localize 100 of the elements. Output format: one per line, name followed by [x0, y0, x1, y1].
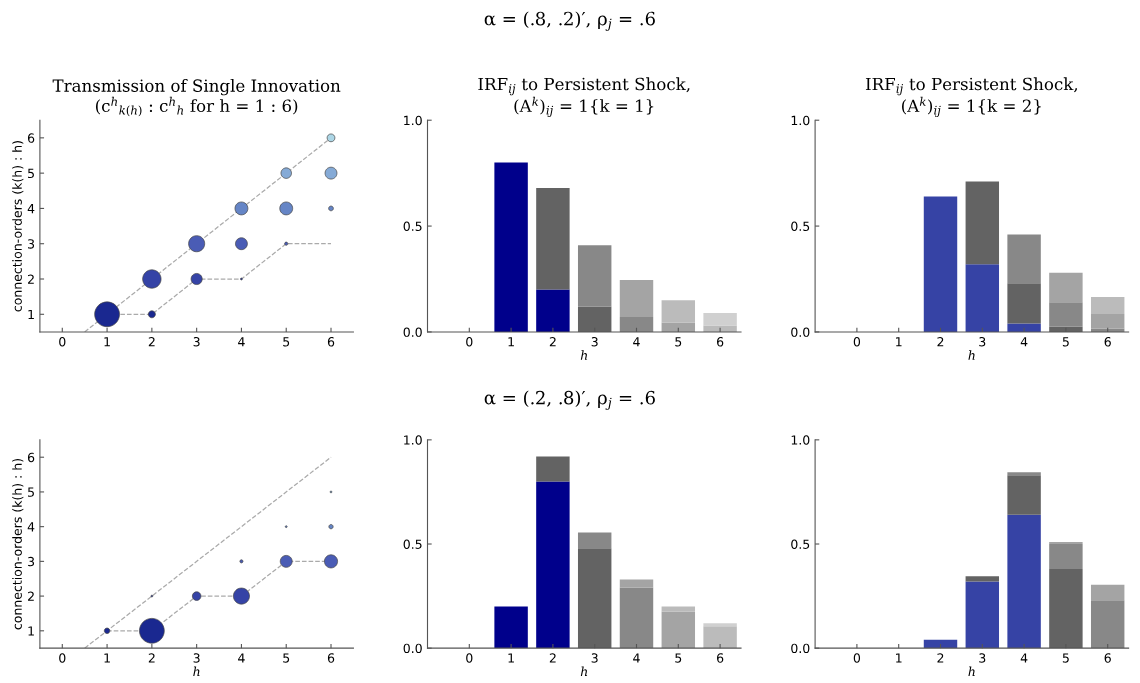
y-tick-label: 6	[27, 452, 35, 463]
y-tick-label: 5	[28, 487, 34, 497]
x-tick-label: 6	[1104, 337, 1111, 347]
chart-title: IRF$_{ij}$ to Persistent Shock, (A$^{k}$)$_{ij}$ = 1{k = 2}	[865, 77, 1078, 117]
x-tick-label: 2	[148, 337, 155, 347]
x-tick-label: 1	[508, 653, 514, 663]
x-tick-label: 0	[59, 653, 66, 663]
y-axis-title: connection-orders (k(h) : h)	[12, 458, 24, 630]
x-tick-label: 1	[508, 337, 514, 347]
y-tick-label: 1.0	[791, 435, 810, 445]
bar	[1007, 475, 1041, 515]
y-tick-label: 0.5	[791, 539, 810, 549]
x-tick-label: 6	[327, 337, 335, 347]
bar	[703, 312, 737, 326]
y-tick-label: 0.0	[791, 327, 810, 337]
y-tick-label: 3	[28, 239, 35, 249]
x-tick-label: 5	[1062, 337, 1069, 347]
y-tick-label: 1	[28, 309, 34, 320]
x-tick-label: 5	[675, 653, 682, 663]
bar	[661, 606, 696, 612]
x-tick-label: 2	[549, 653, 556, 663]
y-tick-label: 0.0	[403, 643, 422, 654]
bar	[1007, 234, 1041, 284]
x-tick-label: 1	[896, 337, 902, 347]
y-tick-label: 2	[28, 274, 34, 284]
x-tick-label: 3	[193, 653, 200, 663]
x-tick-label: 6	[1104, 653, 1111, 663]
bar	[1049, 541, 1083, 545]
bar	[577, 532, 612, 549]
y-tick-label: 3	[28, 556, 35, 567]
bar	[703, 623, 737, 627]
bar	[965, 264, 1000, 332]
bar	[965, 576, 1000, 582]
chart-title: IRF$_{ij}$ to Persistent Shock, (A$^{k}$)$_{ij}$ = 1{k = 1}	[478, 77, 690, 117]
x-axis-title: h	[580, 350, 588, 360]
bar	[494, 162, 528, 332]
y-tick-label: 0.5	[791, 221, 810, 231]
y-tick-label: 6	[27, 133, 35, 143]
y-tick-label: 4	[27, 204, 35, 214]
x-tick-label: 3	[979, 653, 986, 663]
x-tick-label: 5	[283, 653, 290, 663]
y-tick-label: 5	[28, 168, 34, 179]
y-tick-label: 0.0	[403, 327, 422, 337]
x-axis-title: h	[193, 666, 200, 677]
x-tick-label: 3	[979, 337, 986, 347]
x-tick-label: 2	[148, 653, 155, 663]
y-tick-label: 0.5	[403, 539, 422, 549]
x-tick-label: 0	[466, 653, 473, 663]
y-tick-label: 1	[28, 626, 34, 636]
bar	[536, 187, 570, 290]
chart-subtitle: α = (.8, .2)′, ρ$_{j}$ = .6	[484, 11, 655, 31]
y-tick-label: 0.5	[403, 221, 422, 231]
bar	[619, 280, 654, 318]
x-tick-label: 1	[896, 653, 902, 663]
bar	[965, 581, 1000, 649]
y-tick-label: 1.0	[404, 435, 422, 445]
bar	[1007, 283, 1041, 324]
x-axis-title: h	[968, 666, 975, 677]
x-tick-label: 2	[549, 337, 556, 347]
bar	[1090, 297, 1125, 314]
bar	[661, 300, 696, 323]
chart-title: Transmission of Single Innovation (c$^{h}$$_{k(h)}$ : c$^{h}$$_{h}$ for h = 1 : 6)	[52, 79, 341, 117]
x-tick-label: 6	[327, 653, 335, 663]
bar	[1007, 472, 1041, 476]
x-tick-label: 1	[104, 337, 110, 347]
bar	[619, 579, 654, 588]
y-tick-label: 2	[28, 591, 34, 601]
x-tick-label: 3	[591, 337, 598, 347]
x-tick-label: 0	[59, 337, 66, 347]
x-tick-label: 0	[853, 653, 861, 663]
bar	[923, 639, 958, 649]
x-tick-label: 5	[1062, 653, 1069, 663]
bar	[536, 481, 570, 649]
bar	[1007, 323, 1041, 332]
y-axis-title: connection-orders (k(h) : h)	[12, 141, 24, 312]
bar	[1007, 514, 1041, 649]
x-tick-label: 0	[853, 337, 861, 347]
x-tick-label: 1	[104, 653, 110, 663]
x-tick-label: 5	[675, 337, 682, 347]
y-tick-label: 1.0	[791, 115, 810, 126]
x-axis-title: h	[968, 350, 975, 360]
x-tick-label: 6	[717, 337, 724, 347]
x-tick-label: 4	[1020, 337, 1028, 347]
x-tick-label: 4	[238, 653, 245, 663]
bar	[1049, 272, 1083, 303]
x-tick-label: 2	[937, 653, 944, 663]
x-axis-title: h	[580, 666, 588, 677]
x-tick-label: 3	[591, 653, 598, 663]
x-tick-label: 2	[937, 337, 944, 347]
x-tick-label: 4	[238, 337, 245, 347]
bar	[536, 456, 570, 482]
chart-subtitle: α = (.2, .8)′, ρ$_{j}$ = .6	[484, 390, 655, 410]
bar	[965, 181, 1000, 265]
bar	[923, 196, 958, 332]
y-tick-label: 4	[27, 522, 35, 532]
y-tick-label: 1.0	[404, 115, 422, 126]
bar	[536, 289, 570, 332]
x-tick-label: 3	[193, 337, 200, 347]
x-tick-label: 5	[283, 337, 290, 347]
bar	[577, 245, 612, 307]
